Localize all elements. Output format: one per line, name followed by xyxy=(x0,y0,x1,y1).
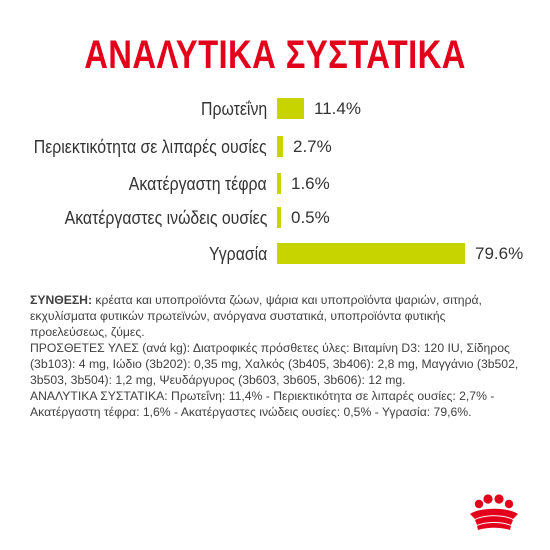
nutrient-row: Ακατέργαστες ινώδεις ουσίες 0.5% xyxy=(0,204,550,232)
nutrient-label: Υγρασία xyxy=(208,244,267,264)
nutrient-bar xyxy=(277,136,283,157)
nutrient-value: 79.6% xyxy=(475,244,524,263)
nutrient-label: Ακατέργαστες ινώδεις ουσίες xyxy=(64,208,267,228)
nutrient-value: 2.7% xyxy=(293,137,332,156)
nutrient-bar xyxy=(277,207,281,228)
ingredients-text: ΣΥΝΘΕΣΗ: κρέατα και υποπροϊόντα ζώων, ψά… xyxy=(30,292,525,420)
royal-canin-crown-icon xyxy=(470,494,518,530)
nutrient-label: Ακατέργαστη τέφρα xyxy=(129,174,267,194)
analytical-paragraph: ΑΝΑΛΥΤΙΚΑ ΣΥΣΤΑΤΙΚΑ: Πρωτεΐνη: 11,4% - Π… xyxy=(30,389,495,419)
additives-paragraph: ΠΡΟΣΘΕΤΕΣ ΥΛΕΣ (ανά kg): Διατροφικές πρό… xyxy=(30,341,519,387)
nutrient-value: 1.6% xyxy=(291,174,330,193)
nutrient-bar xyxy=(277,243,465,264)
composition-text: κρέατα και υποπροϊόντα ζώων, ψάρια και υ… xyxy=(30,293,482,339)
nutrient-row: Ακατέργαστη τέφρα 1.6% xyxy=(0,170,550,198)
composition-paragraph: ΣΥΝΘΕΣΗ: κρέατα και υποπροϊόντα ζώων, ψά… xyxy=(30,292,525,340)
nutrient-label: Πρωτεΐνη xyxy=(200,99,267,119)
nutrient-value: 0.5% xyxy=(291,208,330,227)
nutrient-row: Περιεκτικότητα σε λιπαρές ουσίες 2.7% xyxy=(0,133,550,161)
page-title: ΑΝΑΛΥΤΙΚΑ ΣΥΣΤΑΤΙΚΑ xyxy=(84,33,466,77)
nutrient-row: Υγρασία 79.6% xyxy=(0,240,550,268)
nutrient-row: Πρωτεΐνη 11.4% xyxy=(0,95,550,123)
nutrient-bar xyxy=(277,98,304,119)
nutrient-label: Περιεκτικότητα σε λιπαρές ουσίες xyxy=(34,137,267,157)
nutrient-bar xyxy=(277,173,281,194)
nutrient-value: 11.4% xyxy=(314,99,361,118)
composition-heading: ΣΥΝΘΕΣΗ: xyxy=(30,293,93,307)
